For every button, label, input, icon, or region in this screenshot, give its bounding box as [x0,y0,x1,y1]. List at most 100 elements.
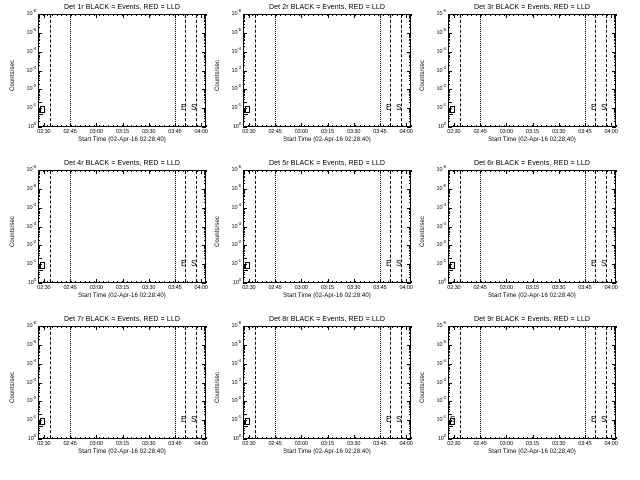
x-minor-tick [103,170,105,172]
x-minor-tick [145,170,147,172]
y-minor-tick [204,93,206,95]
x-minor-tick [578,125,580,127]
y-minor-tick [204,247,206,249]
y-minor-tick [38,113,40,115]
y-tick [448,283,452,284]
y-minor-tick [614,61,616,63]
x-minor-tick [476,326,477,328]
y-minor-tick [204,208,206,210]
y-minor-tick [409,209,411,211]
y-minor-tick [204,405,206,407]
y-minor-tick [409,111,411,113]
x-minor-tick [61,437,63,439]
y-minor-tick [448,230,450,232]
y-tick [202,439,206,440]
y-tick [448,439,452,440]
y-minor-tick [614,247,616,249]
x-minor-tick [187,125,189,127]
x-minor-tick [80,281,81,283]
y-minor-tick [243,73,245,75]
y-minor-tick [448,71,450,73]
y-tick [38,51,42,53]
y-minor-tick [204,367,206,369]
x-minor-tick [592,326,594,328]
x-minor-tick [243,437,244,439]
y-minor-tick [204,404,206,406]
y-minor-tick [38,76,40,78]
y-minor-tick [409,421,411,423]
x-minor-tick [70,125,72,127]
marker-label-e: E [590,415,597,424]
x-minor-tick [247,281,249,283]
y-minor-tick [448,217,450,219]
y-tick-label: 10-5 [436,27,447,36]
x-minor-tick [476,170,477,172]
y-minor-tick [409,14,411,16]
x-minor-tick [499,170,501,172]
x-tick-label: 02:45 [63,441,77,447]
y-minor-tick [38,27,40,29]
x-minor-tick [499,326,501,328]
y-minor-tick [448,113,450,115]
data-marker [39,270,43,271]
x-minor-tick [569,170,571,172]
x-minor-tick [285,170,286,172]
y-minor-tick [448,118,450,119]
x-minor-tick [560,437,561,439]
y-tick [448,89,452,91]
x-minor-tick [541,170,543,172]
x-minor-tick [359,437,361,439]
y-minor-tick [614,251,616,252]
y-minor-tick [243,274,245,275]
y-minor-tick [243,93,245,95]
y-minor-tick [614,267,616,269]
x-minor-tick [452,437,454,439]
y-minor-tick [38,376,40,378]
x-minor-tick [206,170,207,172]
x-minor-tick [89,14,91,16]
y-minor-tick [614,74,616,76]
y-tick [243,51,247,53]
x-minor-tick [466,281,468,283]
y-minor-tick [204,23,206,25]
y-minor-tick [243,388,245,390]
x-minor-tick [196,14,198,16]
y-minor-tick [243,331,245,333]
x-minor-tick [313,125,314,127]
x-tick [96,279,98,283]
x-minor-tick [494,125,496,127]
y-minor-tick [448,34,450,36]
x-minor-tick [308,14,310,16]
y-tick-label: 10-6 [26,8,37,17]
y-minor-tick [614,369,616,371]
x-tick-label: 04:00 [194,441,208,447]
y-minor-tick [448,389,450,391]
y-minor-tick [614,189,616,191]
vline-dotted-1 [70,171,72,282]
y-minor-tick [204,335,206,337]
y-minor-tick [243,366,245,368]
y-minor-tick [38,183,40,185]
y-minor-tick [614,220,616,222]
y-minor-tick [409,326,411,328]
y-tick [612,170,616,171]
y-minor-tick [448,330,450,332]
vline-dotted-2 [380,171,382,282]
y-tick-label: 10-6 [231,164,242,173]
x-minor-tick [201,281,203,283]
x-minor-tick [397,14,398,16]
y-minor-tick [204,53,206,55]
x-minor-tick [564,437,566,439]
x-minor-tick [588,437,589,439]
y-minor-tick [614,384,616,386]
y-tick [202,207,206,209]
y-minor-tick [204,80,206,82]
x-minor-tick [550,125,552,127]
y-minor-tick [409,16,411,18]
x-minor-tick [266,281,268,283]
x-minor-tick [588,170,589,172]
y-minor-tick [448,33,450,35]
x-minor-tick [364,281,366,283]
